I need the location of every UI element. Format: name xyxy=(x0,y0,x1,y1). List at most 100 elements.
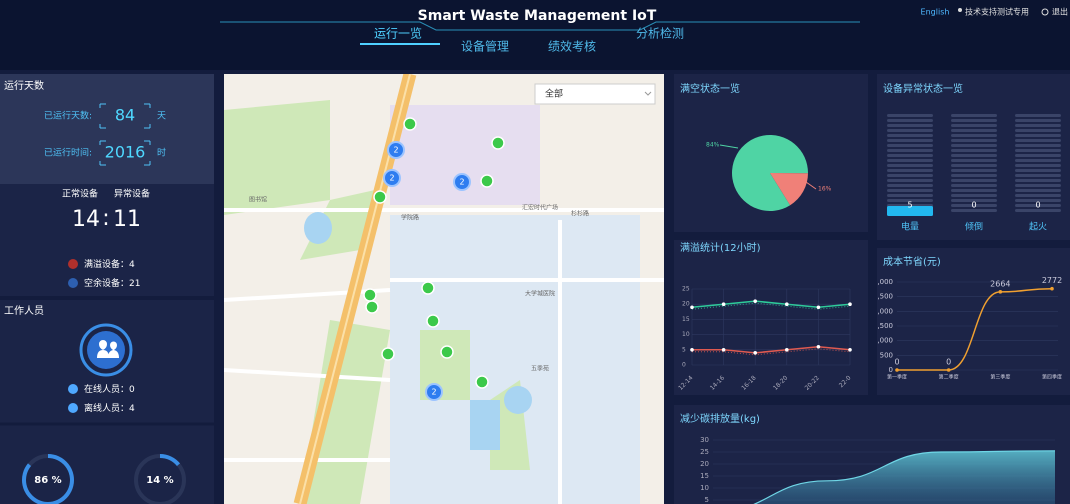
gauge-stripe xyxy=(1015,149,1061,152)
panel xyxy=(674,240,868,395)
gauge-stripe xyxy=(1015,139,1061,142)
point xyxy=(690,305,694,310)
status-category: 起火 xyxy=(1029,222,1047,233)
map-marker[interactable] xyxy=(363,288,377,302)
gauge-arc xyxy=(22,454,74,504)
map-marker[interactable] xyxy=(403,117,417,131)
gauge-stripe xyxy=(1015,154,1061,157)
value-label: 0 xyxy=(946,358,951,367)
gauge-stripe xyxy=(1015,184,1061,187)
online-staff: 在线人员：0 xyxy=(84,383,135,395)
value-label: 0 xyxy=(894,358,899,367)
gauge-stripe xyxy=(887,174,933,177)
gauge-stripe xyxy=(951,129,997,132)
map-cluster[interactable] xyxy=(387,141,405,159)
point xyxy=(753,299,757,303)
point xyxy=(848,302,852,307)
empty-icon xyxy=(68,278,78,288)
gauge-stripe xyxy=(887,134,933,137)
value-label: 2772 xyxy=(1042,276,1062,285)
x-tick-label: 第一季度 xyxy=(887,374,907,381)
series-line-dotted xyxy=(692,348,851,356)
gauge-stripe xyxy=(951,184,997,187)
status-value: 0 xyxy=(1035,201,1040,210)
logout[interactable]: 退出 xyxy=(1052,7,1068,17)
map-marker[interactable] xyxy=(491,136,505,150)
gauge-stripe xyxy=(951,179,997,182)
point xyxy=(998,290,1003,294)
y-tick-label: 10 xyxy=(700,484,709,492)
map-marker[interactable] xyxy=(480,174,494,188)
nav-item[interactable]: 设备管理 xyxy=(461,39,509,54)
point xyxy=(785,348,789,352)
gauge-stripe xyxy=(1015,119,1061,122)
gauge-stripe xyxy=(951,199,997,202)
normal-count: 14 xyxy=(72,207,100,232)
leader-line xyxy=(805,181,817,190)
offline-value: 4 xyxy=(129,404,135,414)
map-cluster[interactable] xyxy=(453,173,471,191)
map-label: 大学城医院 xyxy=(525,290,555,298)
gauge-stripe xyxy=(951,194,997,197)
days-label: 已运行天数: xyxy=(44,110,92,122)
empty-label: 空余设备： xyxy=(84,277,129,289)
gauge-stripe xyxy=(951,139,997,142)
gauge-stripe xyxy=(1015,129,1061,132)
x-tick-label: 第四季度 xyxy=(1042,374,1062,381)
y-tick-label: 15 xyxy=(700,472,709,480)
map-marker[interactable] xyxy=(426,314,440,328)
section-title: 工作人员 xyxy=(4,305,44,317)
status-category: 倾倒 xyxy=(965,221,983,233)
nav-item[interactable]: 分析检测 xyxy=(636,26,684,41)
nav-item[interactable]: 绩效考核 xyxy=(548,39,596,54)
online-icon xyxy=(68,384,78,394)
point xyxy=(895,368,899,372)
panel-title: 设备异常状态一览 xyxy=(883,82,963,95)
gauge-stripe xyxy=(1015,144,1061,147)
gauge-stripe xyxy=(1015,114,1061,117)
gauge-stripe xyxy=(887,189,933,192)
online-value: 0 xyxy=(129,385,135,395)
gauge-stripe xyxy=(887,144,933,147)
staff-icon-ring xyxy=(79,323,133,377)
map-marker[interactable] xyxy=(373,190,387,204)
y-tick-label: 1,500 xyxy=(873,322,893,330)
map-marker[interactable] xyxy=(421,281,435,295)
map-marker[interactable] xyxy=(440,345,454,359)
gauge-stripe xyxy=(951,134,997,137)
point xyxy=(816,344,821,349)
filter-dropdown[interactable] xyxy=(534,83,656,105)
pie-label: 84% xyxy=(706,142,720,149)
nav-item[interactable]: 运行一览 xyxy=(374,26,422,41)
map-marker[interactable] xyxy=(475,375,489,389)
y-tick-label: 25 xyxy=(700,448,709,456)
status-value: 0 xyxy=(971,201,976,210)
x-tick-label: 第三季度 xyxy=(990,374,1010,381)
gauge-stripe xyxy=(951,144,997,147)
language-switch[interactable]: English xyxy=(921,8,950,17)
user-name[interactable]: 技术支持测试专用 xyxy=(965,7,1029,17)
map-label: 图书馆 xyxy=(249,196,267,204)
gauge-stripe xyxy=(887,199,933,202)
full-devices: 满溢设备：4 xyxy=(84,258,135,270)
map-cluster[interactable] xyxy=(383,169,401,187)
gauge-stripe xyxy=(951,164,997,167)
gauge-stripe xyxy=(951,169,997,172)
gauge-stripe xyxy=(951,149,997,152)
y-tick-label: 0 xyxy=(889,366,893,374)
gauge-stripe xyxy=(1015,159,1061,162)
map-cluster-count: 2 xyxy=(431,388,436,397)
abnormal-count: 11 xyxy=(113,207,141,232)
gauge-stripe xyxy=(887,169,933,172)
map-cluster[interactable] xyxy=(425,383,443,401)
filter-value[interactable]: 全部 xyxy=(545,88,563,100)
map-marker[interactable] xyxy=(365,300,379,314)
map-road xyxy=(224,208,664,504)
gauge-stripe xyxy=(1015,199,1061,202)
gauge-stripe xyxy=(887,129,933,132)
map-marker[interactable] xyxy=(381,347,395,361)
map-water xyxy=(304,212,332,244)
app-title: Smart Waste Management IoT xyxy=(418,8,657,24)
